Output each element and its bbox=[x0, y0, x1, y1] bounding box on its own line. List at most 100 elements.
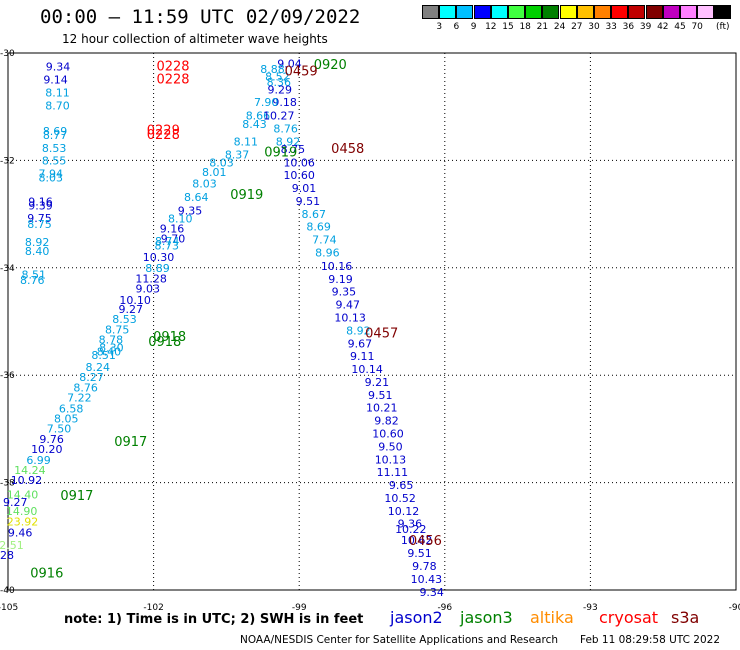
wave-height-label: 8.64 bbox=[184, 191, 209, 204]
wave-height-label: 6.99 bbox=[26, 454, 51, 467]
wave-height-label: 8.75 bbox=[27, 218, 52, 231]
wave-height-label: 9.21 bbox=[365, 376, 390, 389]
wave-height-label: 9.34 bbox=[419, 586, 444, 599]
wave-height-label: 8.69 bbox=[306, 221, 331, 234]
pass-time-label: 0918 bbox=[148, 335, 181, 350]
lon-tick-label: -102 bbox=[143, 603, 163, 613]
colorbar-tick: 70 bbox=[691, 22, 703, 32]
pass-time-label: 0920 bbox=[314, 58, 347, 73]
wave-height-label: 8.37 bbox=[225, 148, 250, 161]
wave-height-label: 7.50 bbox=[47, 423, 72, 436]
wave-height-label: 10.06 bbox=[283, 156, 315, 169]
wave-height-label: 8.88 bbox=[260, 63, 285, 76]
wave-height-label: 10.10 bbox=[119, 294, 151, 307]
wave-height-label: 8.05 bbox=[54, 412, 79, 425]
colorbar-swatch bbox=[559, 5, 577, 19]
colorbar-tick: 30 bbox=[588, 22, 600, 32]
pass-time-label: 0229 bbox=[147, 124, 180, 139]
pass-time-label: 0456 bbox=[409, 534, 442, 549]
wave-height-label: 10.92 bbox=[11, 474, 43, 487]
satellite-legend-jason3: jason3 bbox=[460, 608, 513, 627]
wave-height-label: 7.94 bbox=[38, 168, 63, 181]
wave-height-label: 9.14 bbox=[43, 74, 68, 87]
wave-height-label: 8.69 bbox=[43, 125, 68, 138]
wave-height-label: 8.03 bbox=[192, 177, 217, 190]
wave-height-label: 10.27 bbox=[263, 110, 295, 123]
colorbar-swatch bbox=[439, 5, 457, 19]
pass-time-label: 0919 bbox=[230, 188, 263, 203]
colorbar-unit: (ft) bbox=[716, 22, 730, 32]
pass-time-label: 0917 bbox=[60, 489, 93, 504]
colorbar-swatch bbox=[697, 5, 715, 19]
wave-height-label: 10.52 bbox=[384, 492, 416, 505]
colorbar-tick: 21 bbox=[536, 22, 549, 32]
colorbar-swatch bbox=[525, 5, 543, 19]
wave-height-label: 8.74 bbox=[155, 235, 180, 248]
lon-tick-label: -90 bbox=[729, 603, 740, 613]
wave-height-label: 9.70 bbox=[161, 233, 186, 246]
wave-height-label: 8.78 bbox=[99, 334, 124, 347]
wave-height-label: 9.27 bbox=[119, 303, 144, 316]
wave-height-label: 8.76 bbox=[20, 274, 45, 287]
wave-height-label: 8.89 bbox=[145, 262, 170, 275]
colorbar-tick: 18 bbox=[519, 22, 531, 32]
wave-height-label: 8.51 bbox=[91, 349, 116, 362]
wave-height-label: 14.24 bbox=[14, 464, 46, 477]
colorbar-swatch bbox=[473, 5, 491, 19]
pass-time-label: 0916 bbox=[30, 567, 63, 582]
wave-height-label: 8.24 bbox=[86, 361, 111, 374]
wave-height-label: 10.21 bbox=[366, 402, 398, 415]
pass-time-label: 0228 bbox=[156, 60, 189, 75]
wave-height-label: 10.20 bbox=[31, 443, 63, 456]
wave-height-label: 14.40 bbox=[7, 489, 39, 502]
wave-height-label: 14.90 bbox=[6, 505, 38, 518]
satellite-legend-cryosat: cryosat bbox=[599, 608, 659, 627]
wave-height-label: 9.16 bbox=[28, 196, 53, 209]
lon-tick-label: -93 bbox=[583, 603, 598, 613]
wave-height-label: 8.76 bbox=[73, 381, 98, 394]
wave-height-label: 8.92 bbox=[346, 324, 371, 337]
lat-tick-label: -34 bbox=[0, 264, 15, 274]
colorbar-tick: 36 bbox=[622, 22, 635, 32]
lat-tick-label: -38 bbox=[0, 479, 15, 489]
wave-height-label: 10.13 bbox=[375, 453, 407, 466]
wave-height-label: 8.75 bbox=[281, 143, 306, 156]
wave-height-label: 9.51 bbox=[368, 389, 393, 402]
map-frame bbox=[7, 52, 737, 591]
colorbar-tick: 12 bbox=[485, 22, 497, 32]
wave-height-label: 9.51 bbox=[407, 547, 432, 560]
wave-height-label: 9.47 bbox=[335, 299, 360, 312]
wave-height-label: 9.67 bbox=[348, 337, 373, 350]
wave-height-label: 8.73 bbox=[154, 240, 179, 253]
wave-height-label: 8.75 bbox=[105, 323, 130, 336]
wave-height-label: 8.76 bbox=[273, 122, 298, 135]
wave-height-label: 8.11 bbox=[45, 86, 70, 99]
wave-height-label: 8.27 bbox=[79, 371, 104, 384]
wave-height-label: 10.22 bbox=[395, 523, 427, 536]
footer-timestamp: Feb 11 08:29:58 UTC 2022 bbox=[580, 634, 720, 646]
wave-height-label: 8.92 bbox=[276, 135, 301, 148]
wave-height-label: 8.11 bbox=[234, 135, 259, 148]
colorbar-tick: 6 bbox=[453, 22, 460, 32]
wave-height-label: 8.53 bbox=[42, 142, 67, 155]
wave-height-label: 8.92 bbox=[25, 236, 50, 249]
wave-height-label: 9.04 bbox=[277, 57, 302, 70]
wave-height-label: 7.22 bbox=[67, 392, 92, 405]
wave-height-label: 10.62 bbox=[401, 534, 433, 547]
wave-height-label: 8.40 bbox=[25, 245, 50, 258]
colorbar-tick: 24 bbox=[553, 22, 566, 32]
wave-height-label: 11.11 bbox=[377, 466, 409, 479]
wave-height-label: 8.43 bbox=[242, 118, 267, 131]
wave-height-label: 9.75 bbox=[27, 212, 52, 225]
colorbar-tick: 15 bbox=[502, 22, 514, 32]
wave-height-label: 9.19 bbox=[328, 273, 353, 286]
wave-height-label: 8.52 bbox=[265, 70, 290, 83]
wave-height-label: 9.18 bbox=[272, 96, 297, 109]
wave-height-label: 8.53 bbox=[112, 313, 137, 326]
wave-height-label: 10.60 bbox=[283, 169, 315, 182]
wave-height-label: 8.03 bbox=[38, 171, 63, 184]
wave-height-label: 12.51 bbox=[0, 539, 24, 552]
lat-tick-label: -30 bbox=[0, 49, 15, 59]
colorbar-swatch bbox=[645, 5, 663, 19]
colorbar-tick: 45 bbox=[674, 22, 686, 32]
